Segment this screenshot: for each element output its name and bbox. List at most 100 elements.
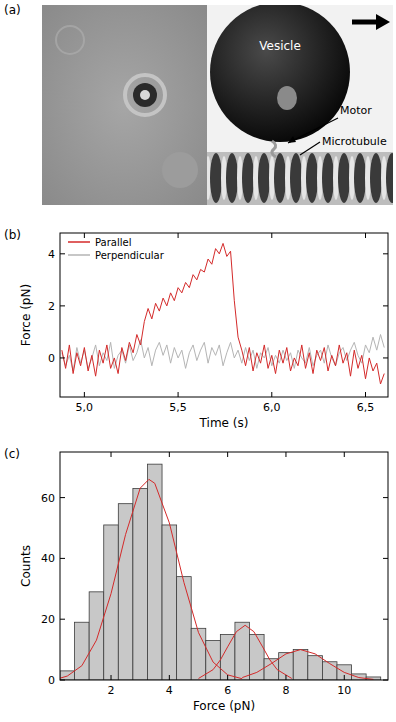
arrow-head [376, 14, 390, 30]
x-tick [84, 233, 85, 238]
x-tick [227, 452, 228, 457]
x-tick [344, 452, 345, 457]
y-tick [383, 497, 388, 498]
x-tick-label: 4 [166, 684, 173, 697]
microtubule-stripe [354, 153, 366, 203]
motor [272, 141, 276, 157]
histogram-bar [206, 640, 221, 680]
annotation: Motor [340, 104, 372, 117]
y-axis-label: Counts [19, 545, 33, 587]
y-tick [383, 253, 388, 254]
arrow-head [288, 136, 296, 143]
x-tick [169, 452, 170, 457]
speckle [56, 26, 84, 54]
legend-label: Parallel [95, 237, 131, 248]
y-tick [383, 305, 388, 306]
x-tick [111, 675, 112, 680]
direction-arrow [352, 20, 378, 25]
legend-swatch [68, 241, 90, 243]
y-tick [383, 558, 388, 559]
x-tick-label: 2 [108, 684, 115, 697]
microtubule-stripe [226, 153, 238, 203]
y-tick [60, 619, 65, 620]
y-tick-label: 60 [41, 492, 55, 505]
x-tick-label: 6,0 [263, 401, 281, 414]
x-tick [271, 233, 272, 238]
plot-frame [60, 452, 388, 680]
y-tick [60, 357, 65, 358]
vesicle [210, 5, 350, 142]
vesicle-spot [277, 86, 297, 110]
schematic [207, 5, 393, 205]
panel-label: (a) [4, 3, 21, 17]
microtubule-stripe [386, 153, 393, 203]
x-tick [169, 675, 170, 680]
histogram-bar [75, 622, 90, 680]
x-tick-label: 8 [282, 684, 289, 697]
legend: Parallel Perpendicular [68, 237, 165, 261]
speckle [162, 152, 198, 188]
legend-label: Perpendicular [95, 250, 165, 261]
annotation-arrow [300, 142, 320, 155]
plot-area [60, 464, 381, 680]
y-axis-label: Force (pN) [19, 284, 33, 346]
x-tick [365, 392, 366, 397]
histogram-bar [104, 525, 119, 680]
x-tick-label: 5,5 [169, 401, 187, 414]
y-tick [383, 680, 388, 681]
y-tick-label: 20 [41, 613, 55, 626]
microtubule-stripe [338, 153, 350, 203]
microtubule-stripe [258, 153, 270, 203]
histogram-bar [293, 650, 308, 680]
histogram-bar [177, 577, 192, 680]
y-tick-label: 0 [48, 352, 55, 365]
y-tick-label: 40 [41, 552, 55, 565]
fit-curve [60, 479, 242, 678]
bead-center [140, 90, 150, 100]
y-tick-label: 2 [48, 300, 55, 313]
figure: (a)VesicleMotorMicrotubule(b)5,05,56,06,… [0, 0, 396, 722]
y-tick [60, 680, 65, 681]
chart-histogram: (c)2468100204060Force (pN)Counts [4, 447, 388, 713]
microscopy-image [42, 5, 207, 205]
panel-a: (a)VesicleMotorMicrotubule [4, 2, 396, 205]
microtubule-stripe [290, 153, 302, 203]
x-tick [344, 675, 345, 680]
y-tick [60, 305, 65, 306]
panel-label: (c) [4, 447, 20, 461]
x-tick [271, 392, 272, 397]
x-tick [111, 452, 112, 457]
histogram-bar [250, 634, 265, 680]
y-tick [60, 253, 65, 254]
x-tick-label: 10 [337, 684, 351, 697]
x-tick [227, 675, 228, 680]
x-tick-label: 6 [224, 684, 231, 697]
microtubule-stripe [274, 153, 286, 203]
x-tick [365, 233, 366, 238]
y-tick [383, 357, 388, 358]
histogram-bar [118, 504, 133, 680]
histogram-bar [162, 525, 177, 680]
x-axis-label: Time (s) [199, 416, 249, 430]
y-tick-label: 4 [48, 248, 55, 261]
trace [62, 243, 384, 384]
microtubule-stripe [306, 153, 318, 203]
legend-swatch [68, 254, 90, 256]
bead [133, 83, 157, 107]
plot-area [62, 243, 384, 384]
bead-halo [125, 75, 165, 115]
histogram-bar [322, 662, 337, 680]
y-tick-label: 0 [48, 674, 55, 687]
x-tick-label: 6,5 [357, 401, 375, 414]
plot-frame [60, 233, 388, 397]
y-tick [383, 619, 388, 620]
histogram-bar [133, 488, 148, 680]
panel-label: (b) [4, 228, 21, 242]
microtubule-stripe [370, 153, 382, 203]
fit-curve [198, 625, 291, 678]
histogram-bar [220, 634, 235, 680]
y-tick [60, 558, 65, 559]
x-tick [84, 392, 85, 397]
x-tick [178, 392, 179, 397]
microtubule [207, 152, 393, 205]
